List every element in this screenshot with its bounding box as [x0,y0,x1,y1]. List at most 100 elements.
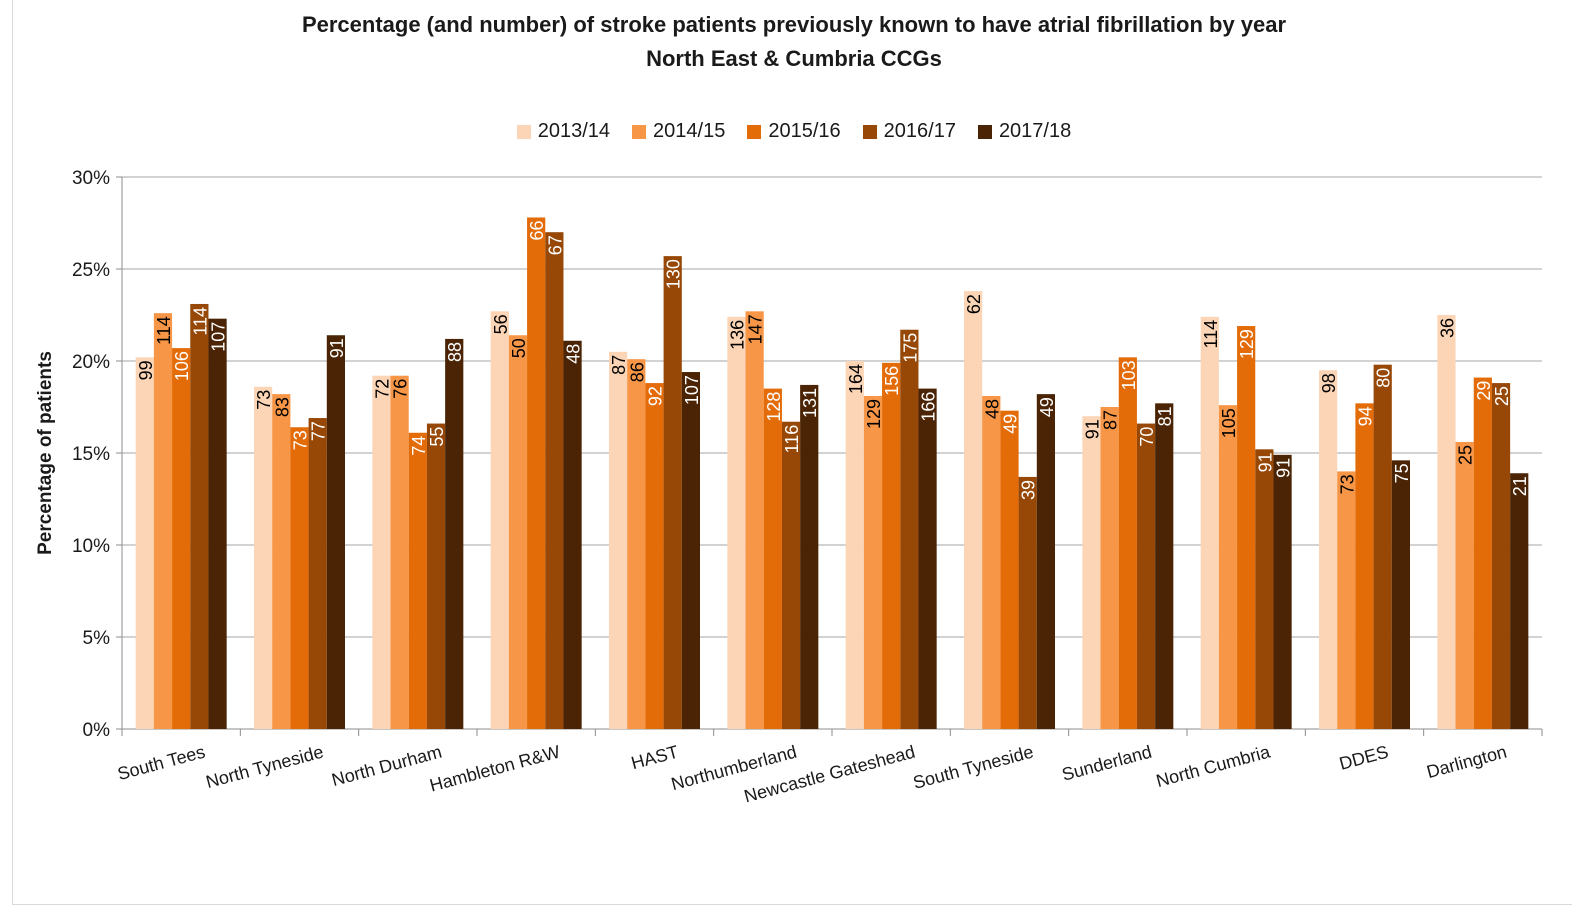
x-tick-label: North Tyneside [204,742,326,793]
bar [1255,449,1274,729]
bar-data-label: 88 [445,342,465,362]
legend-label: 2014/15 [653,120,726,142]
bar-data-label: 105 [1219,408,1239,438]
x-tick-label: North Durham [329,742,443,791]
bar-data-label: 56 [491,314,511,334]
bar-data-label: 91 [1255,452,1275,472]
bar [190,303,209,729]
bar [681,372,700,729]
bar-data-label: 77 [309,421,329,441]
bar-data-label: 66 [527,220,547,240]
legend-swatch [632,124,647,139]
bar [1491,383,1511,729]
legend-item: 2016/17 [862,120,956,143]
bar-data-label: 129 [864,399,884,429]
chart-legend: 2013/14 2014/15 2015/16 2016/17 2017/18 [0,120,1588,143]
bar-data-label: 29 [1474,381,1494,401]
bar [609,351,628,729]
bar-data-label: 72 [372,379,392,399]
bar-data-label: 99 [136,360,156,380]
bar-data-label: 92 [646,386,666,406]
x-tick-label: South Tyneside [911,742,1036,793]
bar-data-label: 80 [1374,368,1394,388]
bar-data-label: 130 [664,259,684,289]
x-tick-label: DDES [1337,742,1390,774]
bars [135,217,1529,730]
legend-label: 2013/14 [537,120,611,142]
bar [1136,423,1156,729]
bar-data-label: 67 [545,235,565,255]
bar [372,375,391,729]
bar-data-label: 75 [1392,463,1412,483]
bar-data-label: 50 [509,338,529,358]
bar [900,329,919,729]
bar [1473,377,1492,729]
bar-data-label: 83 [272,397,292,417]
bar-data-label: 76 [391,379,411,399]
bar [964,291,983,729]
bar [781,421,801,729]
bar [1337,471,1356,729]
legend-swatch [516,124,531,139]
bar [254,386,273,729]
bar [1319,370,1338,729]
legend-item: 2015/16 [747,120,841,143]
bar [290,427,309,729]
bar [1218,405,1238,729]
bar-data-label: 86 [627,362,647,382]
legend-label: 2015/16 [768,120,841,142]
y-tick-label: 15% [72,444,110,465]
y-tick-label: 10% [72,536,110,557]
bar [863,395,883,729]
bar-data-label: 81 [1155,406,1175,426]
bar [208,318,227,729]
bar-data-label: 48 [982,399,1002,419]
bar [1391,460,1410,729]
bar-data-label: 147 [746,314,766,344]
bar-data-label: 107 [209,322,229,352]
bar-data-label: 73 [254,390,274,410]
bar-data-label: 175 [900,333,920,363]
bar-data-label: 129 [1237,329,1257,359]
bar-data-label: 114 [190,307,210,336]
legend-swatch [862,124,877,139]
y-tick-label: 20% [72,352,110,373]
chart-frame [12,0,1572,905]
bar [153,313,173,729]
bar-data-label: 55 [427,427,447,447]
bar-data-label: 74 [409,436,429,456]
bar [426,423,446,729]
bar [1237,326,1256,729]
bar [763,388,782,729]
x-tick-label: South Tees [115,742,207,785]
bar [918,388,937,729]
bar [1455,441,1474,729]
bar-data-label: 128 [764,392,784,422]
bar-data-label: 73 [291,430,311,450]
data-labels: 9911410611410773837377917276745588565066… [136,220,1530,499]
bar-data-label: 131 [800,388,820,418]
bar-data-label: 116 [782,425,802,454]
bar-data-label: 73 [1337,474,1357,494]
legend-label: 2017/18 [998,120,1072,142]
bar [1355,403,1374,729]
y-tick-label: 5% [83,628,111,649]
legend-label: 2016/17 [883,120,956,142]
bar [135,357,154,729]
bar [645,383,664,729]
bar [1373,364,1392,729]
chart-subtitle: North East & Cumbria CCGs [646,46,942,71]
bar [1118,357,1137,729]
bar [627,359,646,729]
bar [800,384,819,729]
bar [308,418,327,729]
bar-data-label: 39 [1019,480,1039,500]
bar-data-label: 136 [727,320,747,350]
bar [545,232,564,729]
bar [408,432,427,729]
legend-swatch [747,124,762,139]
bar [1200,316,1219,729]
bar-data-label: 91 [327,338,347,358]
y-tick-label: 25% [72,260,110,281]
